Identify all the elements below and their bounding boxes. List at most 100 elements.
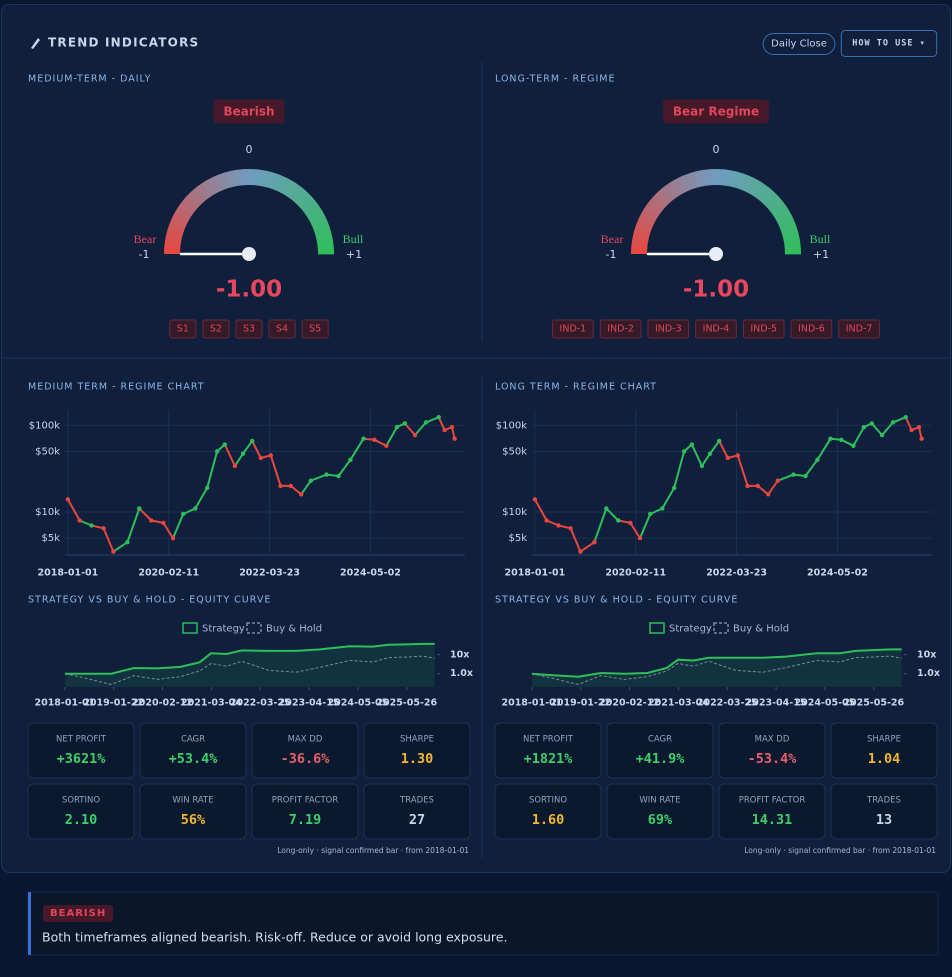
regime-point (268, 453, 273, 458)
regime-point (65, 497, 71, 502)
gauge-arc-segment (782, 232, 800, 241)
x-tick-label: 2022-03-23 (239, 568, 300, 579)
regime-point (137, 506, 142, 511)
metric-value: 2.10 (65, 812, 98, 828)
regime-point (815, 457, 820, 463)
gauge-arc-segment (317, 248, 335, 255)
gauge-value: -1.00 (683, 277, 749, 303)
y-tick-label: $100k (29, 420, 60, 431)
gauge-arc-segment (777, 216, 795, 228)
metric-label: MAX DD (755, 735, 790, 745)
equity-area (531, 649, 902, 687)
gauge-arc-segment (632, 231, 650, 241)
gauge-arc-segment (243, 168, 250, 186)
metric-card (251, 783, 359, 840)
x-tick-label: 2023-04-15 (279, 698, 340, 709)
indicator-chip: S3 (243, 324, 255, 335)
price-line (904, 416, 923, 439)
regime-point (707, 451, 713, 456)
gauge-arc-segment (165, 231, 183, 241)
timeframe-button[interactable]: Daily Close (771, 39, 827, 50)
gauge-arc-segment (683, 173, 695, 191)
gauge-arc-segment (317, 242, 334, 250)
metric-label: CAGR (181, 735, 205, 745)
regime-point (568, 526, 573, 531)
regime-point (919, 436, 924, 441)
indicator-chip-frame (599, 319, 642, 339)
regime-point (578, 549, 583, 554)
indicator-chip-frame (790, 319, 833, 339)
x-tick-label: 2018-01-01 (501, 698, 562, 709)
regime-point (249, 438, 255, 444)
y-tick-label: 10x (917, 649, 936, 660)
gauge-arc-segment (172, 211, 190, 224)
y-tick-label: 1.0x (450, 668, 473, 679)
summary-text: Both timeframes aligned bearish. Risk-of… (42, 930, 507, 945)
x-tick-label: 2022-03-23 (706, 568, 767, 579)
gauge-arc-segment (775, 211, 793, 224)
x-tick-label: 2018-01-01 (34, 698, 95, 709)
bull-label: Bull (810, 232, 831, 246)
y-tick-label: $5k (508, 533, 527, 544)
regime-badge: Bear Regime (673, 105, 759, 119)
regime-point (791, 472, 796, 477)
gauge-arc-segment (294, 190, 310, 206)
regime-point (308, 478, 313, 483)
metric-value: +3621% (57, 751, 107, 767)
metric-label: SHARPE (867, 735, 901, 745)
price-line (437, 416, 456, 439)
price-line (404, 422, 416, 436)
gauge-arc-segment (754, 183, 769, 200)
regime-point (423, 420, 429, 425)
metric-value: -36.6% (281, 751, 331, 767)
how-to-use-button-frame[interactable] (840, 30, 938, 57)
metric-value: 1.60 (532, 812, 565, 828)
regime-point (755, 483, 760, 489)
metric-card (718, 783, 826, 840)
timeframe-button-frame[interactable] (762, 33, 836, 55)
metric-value: 13 (876, 812, 892, 828)
gauge-arc-segment (192, 186, 208, 203)
metric-label: CAGR (648, 735, 672, 745)
regime-point (556, 523, 561, 528)
regime-point (869, 421, 875, 426)
regime-point (637, 535, 643, 541)
gauge-arc-segment (716, 169, 722, 186)
metric-card (606, 722, 714, 779)
gauge-arc-segment (185, 193, 201, 209)
regime-point (735, 453, 740, 458)
gauge-arc-segment (314, 226, 332, 237)
chart-title: MEDIUM TERM - REGIME CHART (28, 382, 205, 393)
chart-title: STRATEGY VS BUY & HOLD - EQUITY CURVE (28, 595, 271, 606)
indicator-chip: S5 (309, 324, 321, 335)
indicator-chip-frame (235, 319, 263, 339)
gauge-arc-segment (668, 180, 682, 197)
metric-label: SORTINO (529, 796, 567, 806)
gauge-arc-segment (312, 221, 330, 233)
gauge-arc-segment (645, 201, 662, 216)
regime-point (442, 427, 447, 433)
chart-title: LONG TERM - REGIME CHART (495, 382, 657, 393)
gauge-arc-segment (704, 169, 712, 186)
gauge-arc-segment (306, 206, 323, 220)
gauge-arc-segment (694, 170, 703, 188)
metric-value: +41.9% (636, 751, 686, 767)
regime-point (204, 485, 210, 491)
regime-point (394, 425, 400, 430)
regime-point (181, 511, 186, 517)
regime-point (671, 485, 677, 491)
regime-point (689, 442, 695, 447)
indicator-panel (1, 4, 951, 873)
regime-point (681, 449, 687, 454)
y-tick-label: $10k (502, 507, 527, 518)
gauge-arc-segment (287, 183, 302, 200)
legend-swatch (182, 622, 198, 634)
gauge-arc-segment (166, 226, 184, 237)
header-icon (31, 38, 40, 49)
regime-point (861, 425, 867, 430)
gauge-arc-segment (181, 197, 198, 212)
metric-value: 56% (181, 812, 206, 828)
gauge-arc-segment (308, 211, 326, 224)
regime-point (149, 518, 154, 523)
how-to-use-button[interactable]: HOW TO USE ▾ (852, 39, 925, 49)
